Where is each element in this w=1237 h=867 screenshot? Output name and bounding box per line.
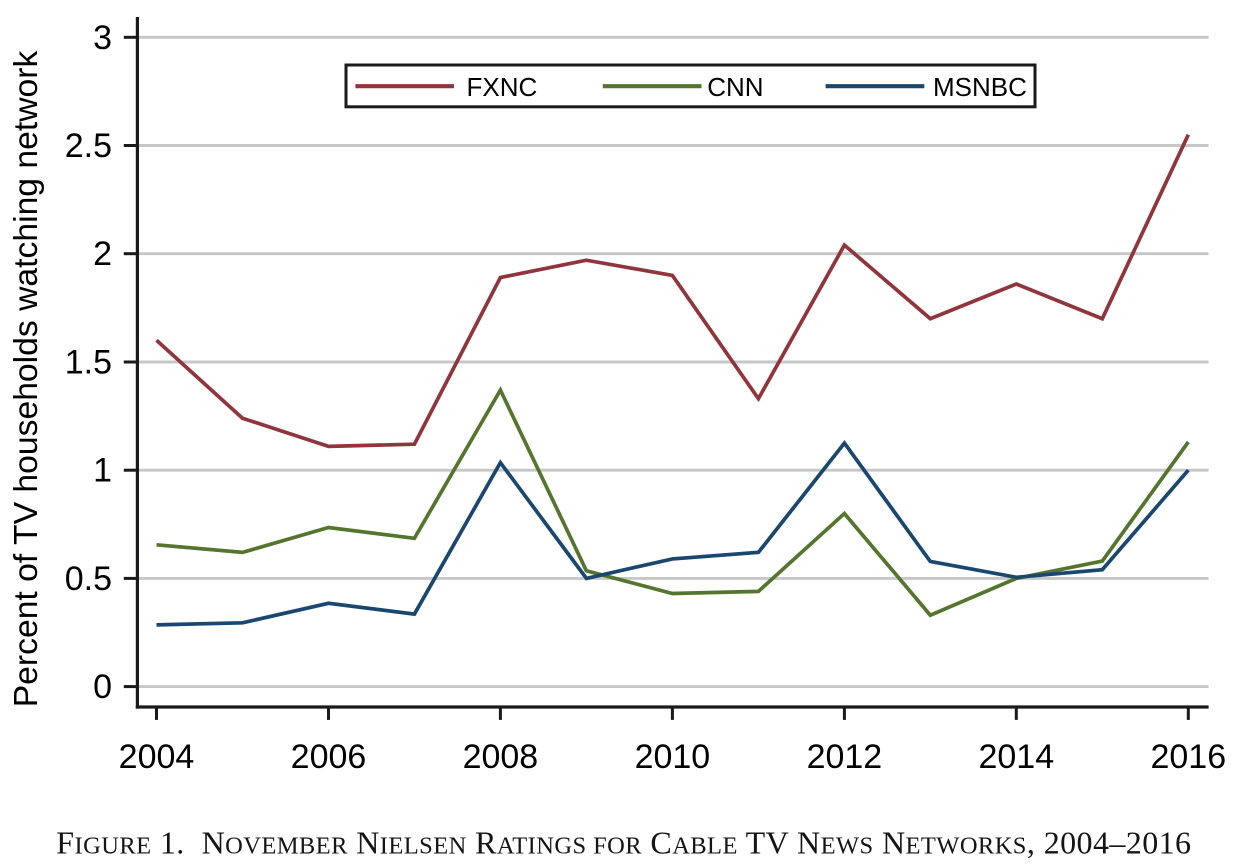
- svg-text:2.5: 2.5: [65, 127, 112, 165]
- svg-text:2016: 2016: [1150, 738, 1226, 776]
- svg-text:Percent of TV households watch: Percent of TV households watching networ…: [7, 50, 45, 707]
- svg-text:MSNBC: MSNBC: [933, 72, 1027, 102]
- svg-text:2008: 2008: [463, 738, 539, 776]
- svg-text:2014: 2014: [978, 738, 1054, 776]
- svg-text:1: 1: [93, 452, 112, 490]
- svg-text:2: 2: [93, 235, 112, 273]
- svg-text:3: 3: [93, 19, 112, 57]
- svg-text:FIGURE 1. NOVEMBER NIELSEN RA: FIGURE 1. NOVEMBER NIELSEN RATINGS FOR C…: [56, 825, 1191, 861]
- svg-text:0: 0: [93, 668, 112, 706]
- svg-text:2006: 2006: [291, 738, 367, 776]
- svg-text:CNN: CNN: [707, 72, 763, 102]
- svg-text:1.5: 1.5: [65, 344, 112, 382]
- svg-text:2010: 2010: [635, 738, 711, 776]
- svg-text:2004: 2004: [119, 738, 195, 776]
- svg-text:2012: 2012: [807, 738, 883, 776]
- svg-text:FXNC: FXNC: [467, 72, 538, 102]
- svg-text:0.5: 0.5: [65, 560, 112, 598]
